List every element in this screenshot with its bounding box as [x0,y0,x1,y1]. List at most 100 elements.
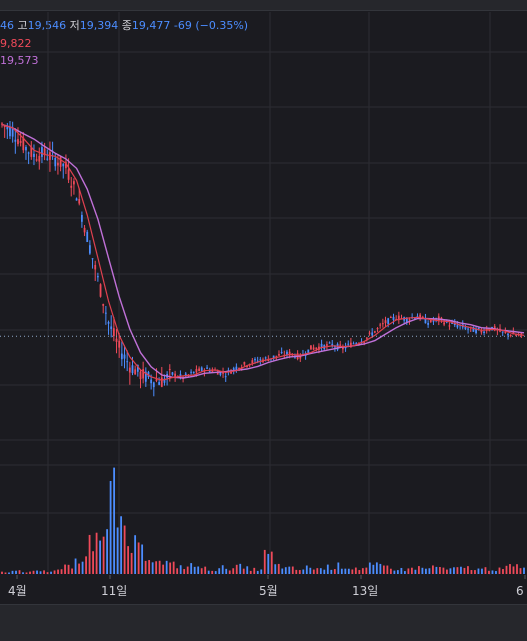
volume-bar [106,529,109,574]
volume-bar [453,567,455,574]
candle-body [288,351,291,356]
volume-bar [190,563,193,574]
candle-body [235,366,238,370]
candle-body [179,374,182,377]
volume-bar [393,570,396,574]
volume-bar [172,561,175,574]
candle-body [429,319,432,323]
volume-bar [456,567,459,574]
ma2-line [1,123,525,379]
candle-body [515,334,517,336]
volume-bar [204,566,207,574]
volume-bar [277,563,280,574]
candle-body [206,367,208,369]
volume-bar [484,567,487,574]
volume-bar [288,566,291,574]
volume-bar [337,562,340,574]
volume-bar [148,560,151,574]
candle-body [198,368,200,372]
volume-bar [239,563,242,574]
volume-bar [361,568,364,574]
volume-bar [15,570,17,574]
volume-bar [439,567,441,574]
candle-body [33,153,35,157]
candle-body [17,139,19,145]
volume-bar [425,568,427,574]
candle-body [312,347,315,350]
volume-bar [291,566,294,574]
candle-body [222,372,224,374]
candle-body [349,342,352,348]
x-tick-label: 13일 [352,584,378,598]
volume-bar [379,563,382,574]
volume-bar [372,564,375,574]
price-chart[interactable]: 4월 11일 5월 13일 6 [0,0,527,604]
volume-bar [116,527,119,574]
volume-bar [481,568,483,574]
candle-body [480,330,483,333]
candle-body [419,314,422,319]
volume-bar [249,570,252,574]
candle-body [451,323,453,325]
volume-bar [8,572,10,574]
volume-bar [218,568,221,574]
volume-bar [123,525,126,574]
volume-bar [22,572,24,574]
candle-body [320,343,323,348]
candle-body [230,371,232,374]
volume-bar [502,569,504,574]
volume-bar [193,566,196,574]
candle-body [368,332,371,334]
volume-bar [81,561,84,574]
ma2-legend: 19,573 [0,54,39,68]
candle-body [80,214,83,222]
candle-body [128,367,131,373]
volume-bar [186,566,189,574]
candle-body [384,320,387,324]
volume-bar [102,536,105,574]
volume-bar [442,567,445,574]
candle-body [256,360,259,362]
volume-bar [505,565,508,574]
candle-body [477,327,480,330]
candle-body [6,126,9,130]
candle-body [251,360,254,364]
candle-body [376,328,379,330]
volume-bar [253,567,256,574]
volume-bar [358,570,361,574]
volume-bar [389,568,392,574]
volume-bar [312,569,315,574]
close-label: 종 [121,19,132,32]
candle-body [200,367,203,371]
candle-body [379,324,382,326]
volume-bar [491,570,494,574]
volume-bar [340,568,343,574]
candle-body [22,137,25,151]
volume-bar [305,565,308,574]
volume-bar [449,568,452,574]
candle-body [120,353,123,360]
volume-bar [354,567,357,574]
volume-bar [246,566,249,574]
candle-body [142,369,145,379]
volume-bar [179,565,182,574]
volume-bar [467,566,469,574]
candle-body [254,358,256,361]
volume-bar [88,534,91,574]
candle-body [67,169,70,180]
volume-bar [197,566,200,574]
candle-body [46,158,49,160]
volume-bar [347,568,350,574]
volume-bar [25,572,28,574]
volume-bar [78,563,80,574]
candle-body [373,331,376,333]
volume-bar [183,569,186,574]
volume-bar [235,564,238,574]
volume-bar [134,535,137,574]
volume-bar [474,570,476,574]
volume-bar [141,544,144,574]
candle-body [243,362,246,365]
candle-body [9,127,11,137]
candle-body [192,371,195,374]
candle-body [310,345,312,350]
